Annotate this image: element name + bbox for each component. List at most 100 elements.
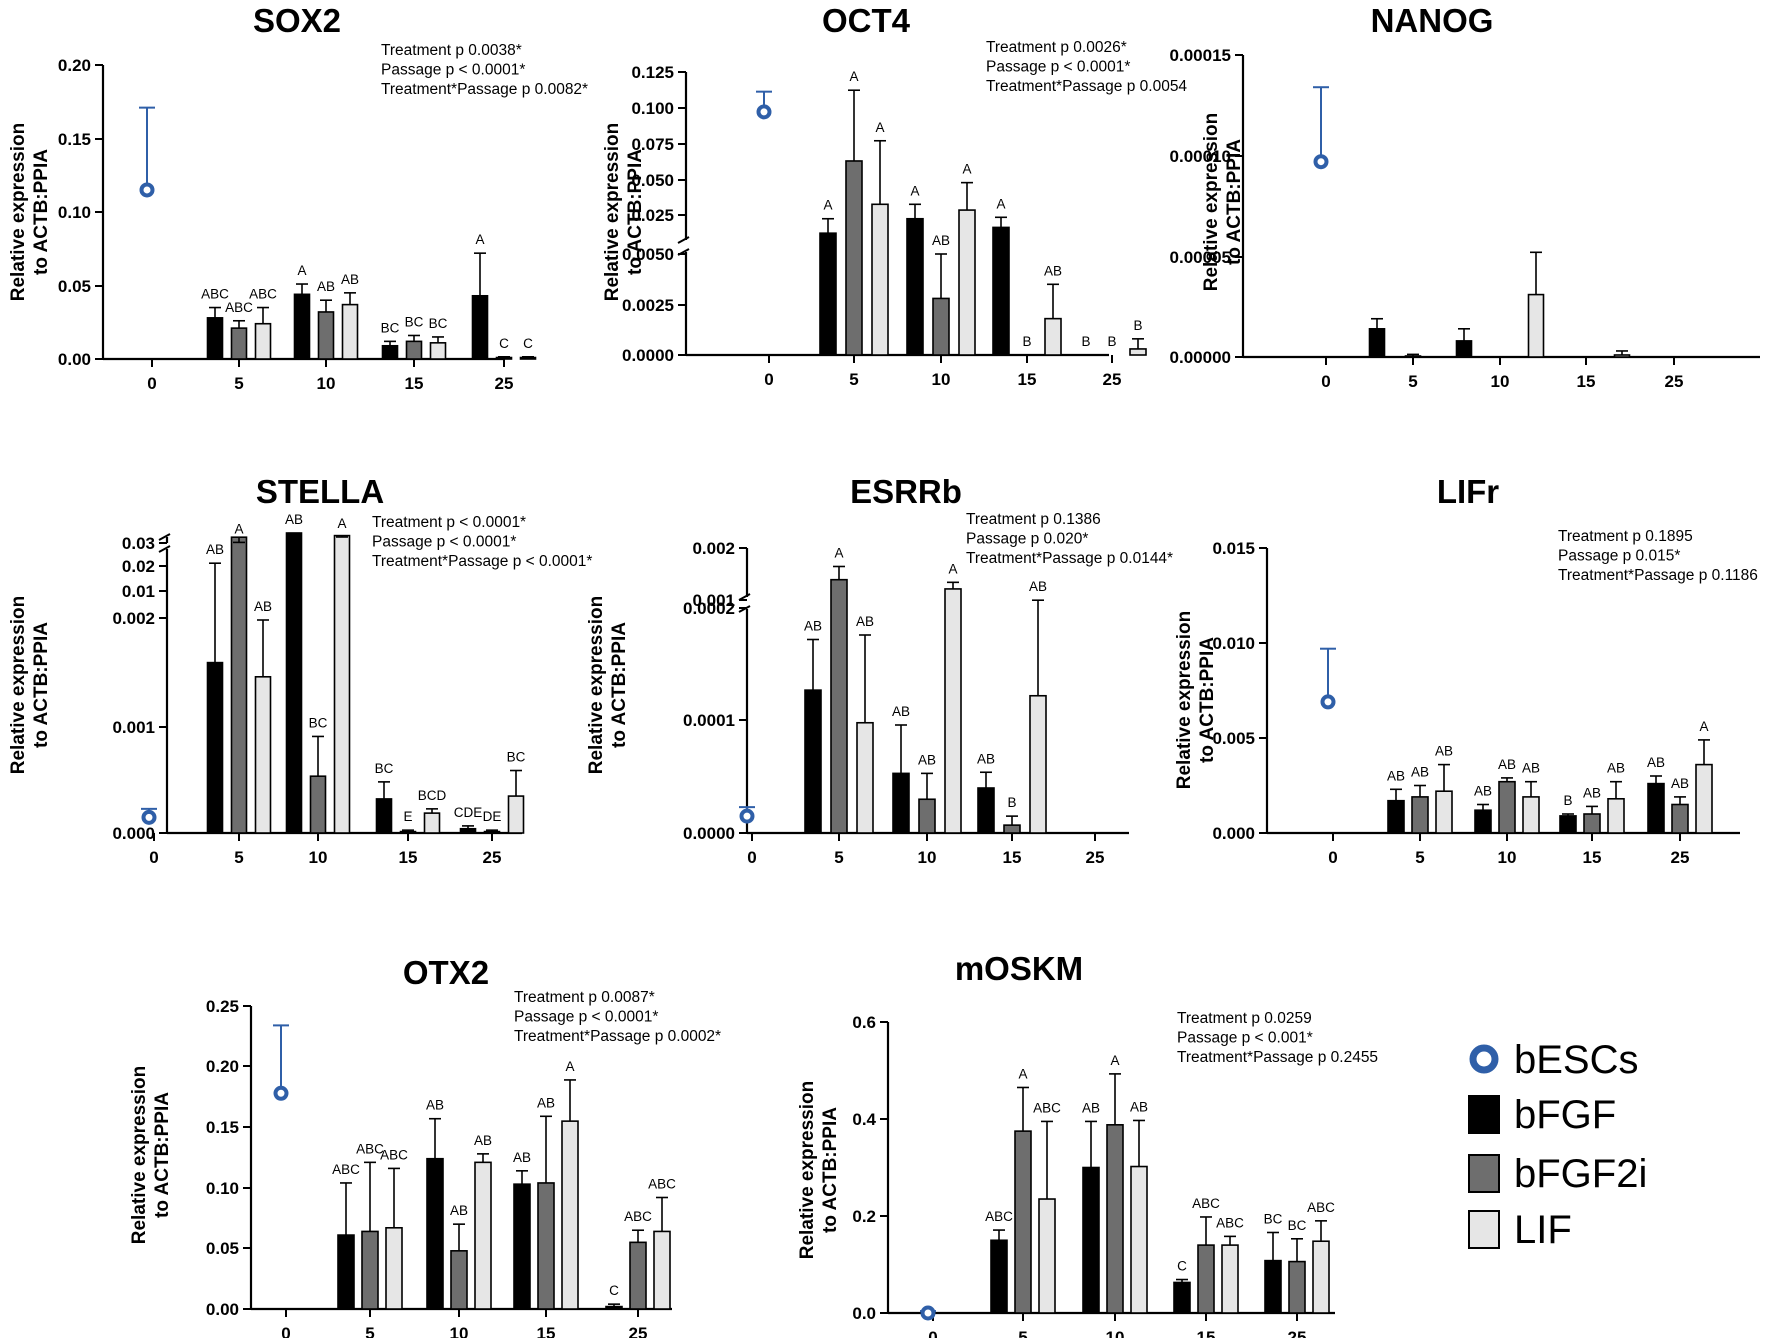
lifr-x-tick-label: 15 xyxy=(1583,848,1602,867)
lifr-bfgf2i-15-bar xyxy=(1583,813,1601,834)
moskm-x-tick-label: 10 xyxy=(1106,1328,1125,1338)
nanog-y-tick-label: 0.00000 xyxy=(1170,348,1231,367)
oct4-bfgf2i-5-significance-label: A xyxy=(849,69,858,84)
stella-axis-break-mark xyxy=(158,545,171,553)
otx2-lif-10-bar xyxy=(474,1161,492,1310)
moskm-lif-15-significance-label: ABC xyxy=(1216,1215,1244,1230)
lifr-lif-25-significance-label: A xyxy=(1699,719,1708,734)
sox2-x-tick-label: 5 xyxy=(234,374,243,393)
otx2-chart: OTX2 Relative expression to ACTB:PPIA 0.00 0… xyxy=(129,954,721,1338)
otx2-y-tick-label: 0.10 xyxy=(206,1179,239,1198)
stella-y-tick-label: 0.01 xyxy=(122,582,155,601)
otx2-lif-25-significance-label: ABC xyxy=(648,1176,676,1191)
esrrb-lif-5-significance-label: AB xyxy=(856,614,874,629)
lifr-lif-25-bar xyxy=(1695,763,1713,834)
moskm-bfgf2i-10-bar xyxy=(1106,1124,1124,1314)
lifr-y-axis-label: Relative expression to ACTB:PPIA xyxy=(1174,611,1218,789)
lifr-bfgf-10-bar xyxy=(1474,809,1492,834)
lifr-y-tick-label: 0.000 xyxy=(1212,824,1255,843)
sox2-bfgf-10-bar xyxy=(293,293,311,360)
otx2-bfgf2i-25-significance-label: ABC xyxy=(624,1209,652,1224)
moskm-y-axis-label-line1: Relative expression xyxy=(797,1081,818,1259)
lifr-bfgf2i-15-significance-label: AB xyxy=(1583,785,1601,800)
sox2-y-tick-label: 0.10 xyxy=(58,203,91,222)
moskm-bfgf-25-bar xyxy=(1264,1259,1282,1314)
stella-bfgf-15-bar xyxy=(375,798,393,834)
nanog-bfgf-10-bar xyxy=(1455,340,1473,358)
otx2-lif-25-bar xyxy=(653,1230,671,1310)
oct4-y-tick-label: 0.0050 xyxy=(622,245,674,264)
stella-bfgf2i-5-bar xyxy=(230,536,248,834)
lifr-stats-line: Treatment p 0.1895 xyxy=(1558,528,1693,545)
esrrb-y-axis-label: Relative expression to ACTB:PPIA xyxy=(586,596,630,774)
stella-bescs-point xyxy=(141,809,157,825)
esrrb-x-tick-label: 15 xyxy=(1003,848,1022,867)
moskm-bfgf-5-bar xyxy=(990,1239,1008,1314)
oct4-lif-10-bar xyxy=(958,209,976,356)
oct4-stats-line: Passage p < 0.0001* xyxy=(986,59,1130,76)
otx2-bescs-point xyxy=(273,1085,289,1101)
stella-y-axis-label: Relative expression to ACTB:PPIA xyxy=(8,596,52,774)
nanog-y-axis-label-line2: to ACTB:PPIA xyxy=(1224,139,1245,265)
moskm-lif-5-significance-label: ABC xyxy=(1033,1100,1061,1115)
nanog-y-tick-label: 0.00015 xyxy=(1170,46,1231,65)
esrrb-bfgf2i-10-bar xyxy=(918,798,936,834)
sox2-y-tick-label: 0.20 xyxy=(58,56,91,75)
otx2-title: OTX2 xyxy=(403,954,489,991)
lifr-bfgf2i-5-bar xyxy=(1411,796,1429,834)
esrrb-stats-line: Passage p 0.020* xyxy=(966,531,1088,548)
moskm-title: mOSKM xyxy=(955,950,1083,987)
lifr-bfgf-25-bar xyxy=(1647,782,1665,834)
oct4-y-tick-label: 0.125 xyxy=(631,63,674,82)
moskm-lif-10-significance-label: AB xyxy=(1130,1099,1148,1114)
oct4-bfgf-15-significance-label: A xyxy=(996,196,1005,211)
esrrb-bfgf2i-15-bar xyxy=(1003,824,1021,834)
sox2-bfgf2i-25-significance-label: C xyxy=(499,336,509,351)
esrrb-bfgf-10-significance-label: AB xyxy=(892,704,910,719)
oct4-lif-25-significance-label: B xyxy=(1133,318,1142,333)
moskm-lif-10-bar xyxy=(1130,1165,1148,1314)
otx2-bfgf2i-5-bar xyxy=(361,1230,379,1310)
sox2-bfgf-5-significance-label: ABC xyxy=(201,287,229,302)
stella-y-axis-label-line2: to ACTB:PPIA xyxy=(31,622,52,748)
stella-y-axis-label-line1: Relative expression xyxy=(8,596,29,774)
esrrb-stats-line: Treatment p 0.1386 xyxy=(966,511,1101,528)
moskm-bfgf-5-significance-label: ABC xyxy=(985,1209,1013,1224)
stella-bfgf-15-significance-label: BC xyxy=(375,761,394,776)
lifr-lif-15-significance-label: AB xyxy=(1607,761,1625,776)
sox2-y-tick-label: 0.00 xyxy=(58,350,91,369)
sox2-bfgf-25-bar xyxy=(471,294,489,360)
otx2-bfgf-25-significance-label: C xyxy=(609,1283,619,1298)
oct4-bfgf-15-bar xyxy=(992,226,1010,356)
esrrb-bfgf2i-10-significance-label: AB xyxy=(918,752,936,767)
stella-bfgf2i-10-bar xyxy=(309,775,327,834)
stella-title: STELLA xyxy=(256,473,384,510)
moskm-bfgf-15-bar xyxy=(1173,1281,1191,1314)
esrrb-y-axis-label-line2: to ACTB:PPIA xyxy=(609,622,630,748)
otx2-bfgf-10-significance-label: AB xyxy=(426,1098,444,1113)
oct4-lif-5-significance-label: A xyxy=(875,120,884,135)
sox2-bfgf-25-significance-label: A xyxy=(475,232,484,247)
sox2-bfgf2i-5-significance-label: ABC xyxy=(225,300,253,315)
oct4-y-tick-label: 0.100 xyxy=(631,99,674,118)
sox2-lif-10-bar xyxy=(341,303,359,360)
esrrb-lif-5-bar xyxy=(856,721,874,834)
stella-lif-15-significance-label: BCD xyxy=(418,788,447,803)
lifr-bfgf-15-significance-label: B xyxy=(1563,793,1572,808)
lifr-bfgf-10-significance-label: AB xyxy=(1474,784,1492,799)
moskm-y-axis-label-line2: to ACTB:PPIA xyxy=(820,1107,841,1233)
otx2-bfgf2i-10-significance-label: AB xyxy=(450,1203,468,1218)
oct4-bfgf2i-10-significance-label: AB xyxy=(932,233,950,248)
otx2-bfgf2i-15-bar xyxy=(537,1182,555,1310)
esrrb-title: ESRRb xyxy=(850,473,962,510)
nanog-lif-10-bar xyxy=(1527,293,1545,358)
lifr-bfgf2i-25-significance-label: AB xyxy=(1671,776,1689,791)
otx2-y-tick-label: 0.25 xyxy=(206,997,239,1016)
otx2-lif-5-bar xyxy=(385,1226,403,1310)
legend-lif-square-icon xyxy=(1468,1210,1500,1249)
stella-stats-line: Treatment p < 0.0001* xyxy=(372,514,526,531)
moskm-stats-line: Passage p < 0.001* xyxy=(1177,1030,1313,1047)
esrrb-bfgf-10-bar xyxy=(892,772,910,834)
